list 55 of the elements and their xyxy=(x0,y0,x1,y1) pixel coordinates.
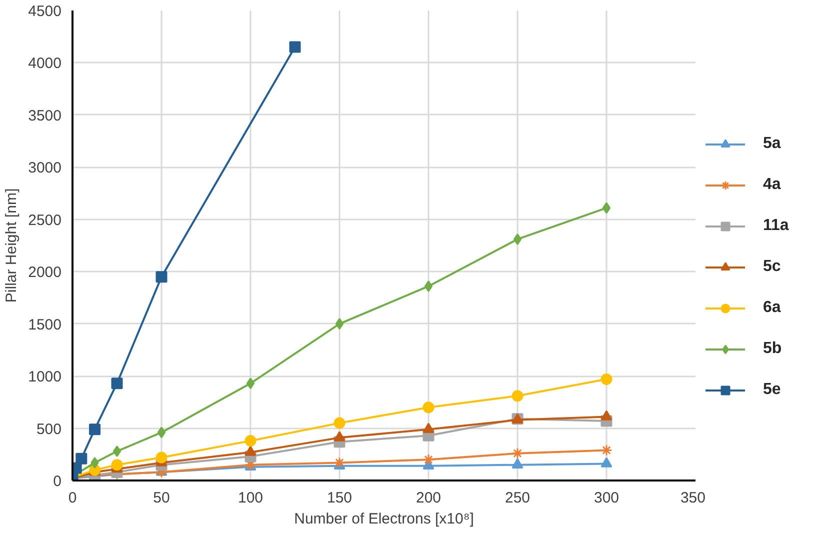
point xyxy=(76,452,88,464)
y-tick-label: 3500 xyxy=(28,107,62,124)
y-tick-label: 2000 xyxy=(28,264,62,282)
point xyxy=(111,459,123,471)
point xyxy=(156,452,168,464)
point xyxy=(513,233,522,245)
x-tick-label: 250 xyxy=(504,490,530,506)
y-tick-label: 1000 xyxy=(28,368,62,386)
point xyxy=(600,410,612,420)
legend-label: 6a xyxy=(763,299,782,317)
point xyxy=(157,426,166,438)
point xyxy=(334,431,346,442)
x-tick-label: 50 xyxy=(153,490,170,506)
point xyxy=(422,402,434,414)
point xyxy=(422,454,434,466)
y-tick-label: 500 xyxy=(36,420,62,438)
y-tick-label: 0 xyxy=(53,473,62,490)
point xyxy=(512,448,524,460)
x-tick-label: 100 xyxy=(238,490,264,506)
y-tick-label: 1500 xyxy=(28,316,62,334)
point xyxy=(602,202,611,214)
point xyxy=(244,446,256,456)
point xyxy=(112,446,122,458)
x-tick-label: 350 xyxy=(680,490,706,506)
point xyxy=(111,378,123,390)
legend-label: 5c xyxy=(763,258,782,276)
point xyxy=(244,435,256,447)
point xyxy=(89,424,100,436)
x-tick-label: 200 xyxy=(416,490,442,506)
y-tick-label: 2500 xyxy=(28,212,62,229)
legend-label: 11a xyxy=(763,217,789,235)
point xyxy=(90,456,99,468)
point xyxy=(512,390,524,402)
legend-label: 4a xyxy=(763,176,782,194)
point xyxy=(246,378,255,390)
legend-label: 5b xyxy=(763,340,783,358)
y-tick-label: 3000 xyxy=(28,160,62,177)
point xyxy=(156,271,168,283)
x-axis-title: Number of Electrons [x10⁸] xyxy=(294,510,474,528)
legend-label: 5a xyxy=(763,135,782,153)
x-tick-label: 0 xyxy=(68,490,77,506)
y-tick-label: 4500 xyxy=(28,3,62,20)
point xyxy=(422,422,434,433)
point xyxy=(289,41,301,53)
point xyxy=(512,458,524,468)
point xyxy=(600,373,612,385)
x-tick-label: 300 xyxy=(594,490,620,506)
legend-label: 5e xyxy=(763,381,782,399)
x-tick-label: 150 xyxy=(326,490,352,506)
point xyxy=(600,457,612,468)
point xyxy=(334,417,346,429)
point xyxy=(424,280,433,292)
y-tick-label: 4000 xyxy=(28,55,62,72)
y-axis-title: Pillar Height [nm] xyxy=(3,188,20,303)
point xyxy=(335,318,344,330)
